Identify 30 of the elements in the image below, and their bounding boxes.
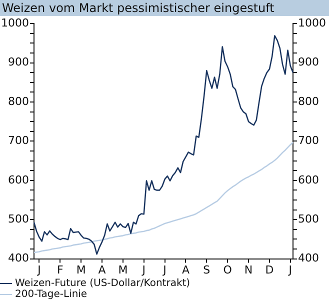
y-tick-label: 400 <box>8 252 29 265</box>
x-tick-label: D <box>265 263 274 276</box>
y2-tick-label: 400 <box>298 252 320 265</box>
y-tick-label: 1000 <box>0 16 29 30</box>
y-tick-label: 800 <box>8 94 29 108</box>
y-tick-label: 500 <box>8 212 29 226</box>
chart-title: Weizen vom Markt pessimistischer eingestuft <box>0 0 329 16</box>
x-tick-label: M <box>118 263 128 276</box>
x-tick-label: O <box>223 263 232 276</box>
y2-tick-label: 600 <box>298 173 320 186</box>
y2-tick-label: 1000 <box>298 16 326 30</box>
y-tick-label: 700 <box>8 134 29 148</box>
x-tick-label: F <box>56 263 64 276</box>
x-tick-label: J <box>36 263 41 276</box>
y2-tick-label: 800 <box>298 94 320 108</box>
y2-tick-label: 500 <box>298 212 320 226</box>
x-tick-label: M <box>76 263 86 276</box>
y2-tick-label: 900 <box>298 56 320 69</box>
y-tick-label: 900 <box>8 56 29 69</box>
x-tick-label: N <box>244 263 253 276</box>
legend-label: Weizen-Future (US-Dollar/Kontrakt) <box>15 278 190 289</box>
y-tick-label: 600 <box>8 173 29 186</box>
legend-label: 200-Tage-Linie <box>15 289 88 300</box>
x-tick-label: J <box>162 263 166 276</box>
x-tick-label: J <box>288 263 292 276</box>
x-tick-label: S <box>203 263 210 276</box>
y2-tick-label: 700 <box>298 134 320 148</box>
x-tick-label: J <box>141 263 146 276</box>
x-tick-label: A <box>98 263 106 276</box>
x-tick-label: A <box>182 263 190 276</box>
